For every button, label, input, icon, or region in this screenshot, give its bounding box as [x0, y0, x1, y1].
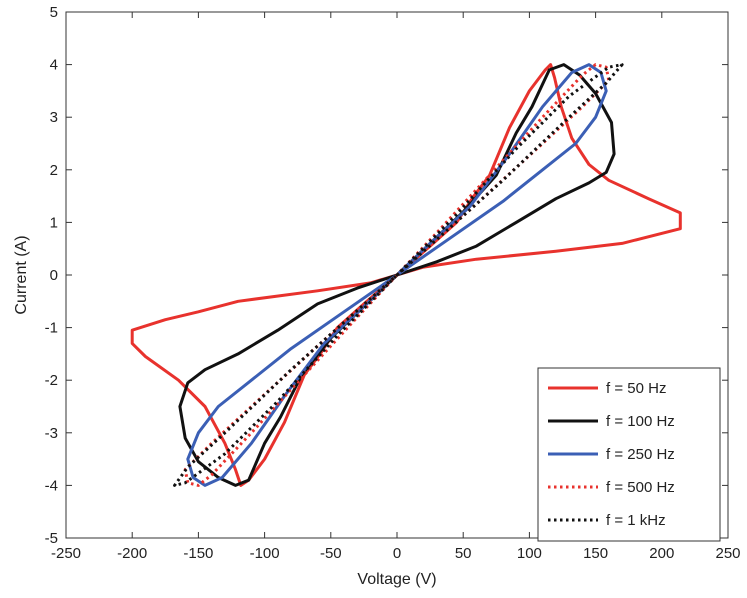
- ticks-group: -250 -200 -150 -100 -50 0 50 100 150 200 250-5-4-3…: [45, 4, 741, 562]
- legend: f = 50 Hz f = 100 Hz f = 250 Hz f = 500 Hz f…: [537, 367, 721, 542]
- y-axis-label: Current (A): [13, 235, 30, 314]
- series-line-4: [173, 63, 624, 487]
- y-tick-label: -2: [45, 372, 58, 389]
- legend-label-4: f = 1 kHz: [606, 512, 666, 529]
- x-axis-label: Voltage (V): [357, 571, 436, 588]
- y-tick-label: 5: [50, 4, 58, 21]
- y-tick-label: 4: [50, 57, 58, 74]
- legend-label-2: f = 250 Hz: [606, 446, 675, 463]
- x-tick-label: -200: [117, 545, 147, 562]
- x-tick-label: 200: [649, 545, 674, 562]
- y-tick-label: -3: [45, 425, 58, 442]
- series-group: [130, 63, 682, 487]
- y-tick-label: -1: [45, 320, 58, 337]
- x-tick-label: 0: [393, 545, 401, 562]
- y-tick-label: 2: [50, 162, 58, 179]
- y-tick-label: 0: [50, 267, 58, 284]
- legend-label-0: f = 50 Hz: [606, 380, 666, 397]
- y-tick-label: -4: [45, 477, 58, 494]
- x-tick-label: -50: [320, 545, 342, 562]
- y-tick-label: -5: [45, 530, 58, 547]
- x-tick-label: 50: [455, 545, 472, 562]
- x-tick-label: -100: [250, 545, 280, 562]
- x-tick-label: 250: [715, 545, 740, 562]
- legend-label-1: f = 100 Hz: [606, 413, 675, 430]
- x-tick-label: -250: [51, 545, 81, 562]
- legend-label-3: f = 500 Hz: [606, 479, 675, 496]
- y-tick-label: 3: [50, 109, 58, 126]
- x-tick-label: -150: [183, 545, 213, 562]
- y-tick-label: 1: [50, 214, 58, 231]
- x-tick-label: 150: [583, 545, 608, 562]
- x-tick-label: 100: [517, 545, 542, 562]
